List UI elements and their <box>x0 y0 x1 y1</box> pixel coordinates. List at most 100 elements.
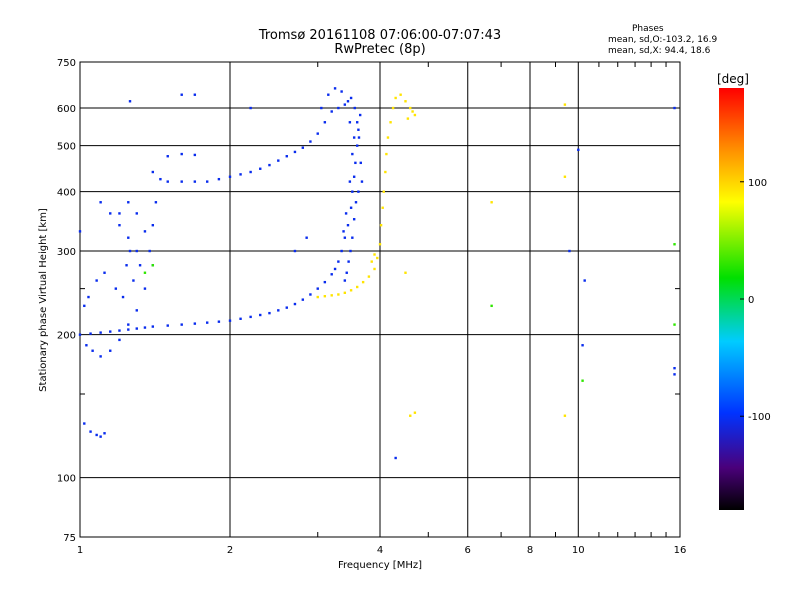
data-point-o <box>352 175 356 178</box>
data-point-o <box>217 177 221 181</box>
data-point-o <box>343 103 347 106</box>
data-point-o <box>343 236 347 239</box>
data-point-o <box>99 435 102 438</box>
data-point-o <box>193 322 197 325</box>
data-point-o <box>316 287 319 290</box>
data-point-o <box>309 293 312 296</box>
data-point-x <box>394 96 397 100</box>
data-point-o <box>118 338 121 342</box>
data-point-o <box>138 264 142 267</box>
data-point-x <box>406 117 410 120</box>
data-point-o <box>83 304 86 308</box>
data-point-o <box>353 106 356 110</box>
phase-stats-heading: Phases <box>632 24 664 34</box>
data-point-o <box>673 373 676 376</box>
data-point-o <box>268 163 271 167</box>
data-point-o <box>83 422 86 425</box>
data-point-x <box>349 289 353 292</box>
x-tick-labels: 1 2 4 6 8 10 16 <box>77 545 687 556</box>
data-point-o <box>394 456 397 460</box>
data-point-x <box>386 136 390 139</box>
data-point-o <box>359 161 362 165</box>
data-point-o <box>205 180 209 183</box>
y-tick-label: 200 <box>57 331 76 342</box>
data-point-o <box>127 236 130 239</box>
y-tick-label: 600 <box>57 104 76 115</box>
data-point-o <box>132 279 135 282</box>
data-point-o <box>349 206 353 209</box>
data-point-o <box>354 161 357 165</box>
data-point-o <box>109 212 112 215</box>
data-point-o <box>118 224 121 227</box>
data-point-o <box>228 175 232 178</box>
data-point-o <box>249 106 252 110</box>
y-tick-labels: 75 100 200 300 400 500 600 750 <box>57 58 76 544</box>
data-point-o <box>127 201 130 204</box>
data-point-o <box>121 295 125 299</box>
data-point-x <box>343 291 347 295</box>
data-point-o <box>285 306 288 309</box>
data-point-o <box>568 249 571 253</box>
data-point-o <box>249 170 252 174</box>
data-point-x <box>490 201 493 204</box>
phase-stats-o: mean, sd,O:-103.2, 16.9 <box>608 35 718 45</box>
x-tick-label: 16 <box>674 545 687 556</box>
data-point-other <box>673 323 676 326</box>
data-point-o <box>125 264 128 267</box>
data-point-o <box>309 140 312 143</box>
data-point-x <box>563 414 567 417</box>
data-point-o <box>95 279 98 282</box>
data-point-o <box>118 329 121 332</box>
data-point-x <box>404 100 407 103</box>
data-point-o <box>151 170 155 174</box>
data-point-x <box>373 267 376 271</box>
data-point-o <box>228 319 232 322</box>
data-point-x <box>376 256 379 260</box>
data-point-o <box>151 224 155 227</box>
data-point-other <box>581 379 584 382</box>
data-point-o <box>351 152 354 156</box>
colorbar-tick-label: -100 <box>748 412 771 423</box>
data-point-o <box>89 332 92 335</box>
data-point-o <box>349 96 353 100</box>
data-point-o <box>114 287 118 290</box>
data-point-o <box>89 430 92 433</box>
data-point-o <box>285 155 288 158</box>
data-point-x <box>563 175 567 178</box>
y-tick-label: 300 <box>57 247 76 258</box>
data-point-o <box>193 153 197 157</box>
data-point-x <box>373 253 376 256</box>
data-point-o <box>249 315 252 319</box>
data-point-o <box>91 349 94 352</box>
data-point-x <box>385 152 388 156</box>
data-point-o <box>78 230 82 233</box>
data-point-o <box>166 324 169 327</box>
data-point-o <box>352 136 356 139</box>
data-point-other <box>490 304 493 308</box>
data-point-x <box>411 110 414 113</box>
gridlines <box>80 62 680 537</box>
data-point-o <box>143 326 147 329</box>
data-point-o <box>239 173 242 176</box>
data-point-o <box>118 212 121 215</box>
data-point-o <box>277 159 280 162</box>
data-point-o <box>293 302 297 306</box>
colorbar-ticks: 100 0 -100 <box>740 178 771 423</box>
data-point-o <box>358 113 362 117</box>
data-point-o <box>351 190 354 193</box>
data-point-o <box>99 201 102 204</box>
data-point-o <box>673 366 676 370</box>
data-point-o <box>340 249 343 253</box>
data-point-o <box>135 249 138 253</box>
data-point-o <box>128 100 132 103</box>
data-point-o <box>85 344 88 347</box>
colorbar-label: [deg] <box>717 72 749 86</box>
phase-stats-x: mean, sd,X: 94.4, 18.6 <box>608 46 711 56</box>
data-point-o <box>342 230 345 233</box>
y-tick-label: 750 <box>57 58 76 69</box>
data-point-o <box>355 121 359 124</box>
x-tick-label: 10 <box>572 545 585 556</box>
colorbar-tick-label: 100 <box>748 178 767 189</box>
data-point-o <box>159 177 162 181</box>
data-point-o <box>337 260 340 263</box>
